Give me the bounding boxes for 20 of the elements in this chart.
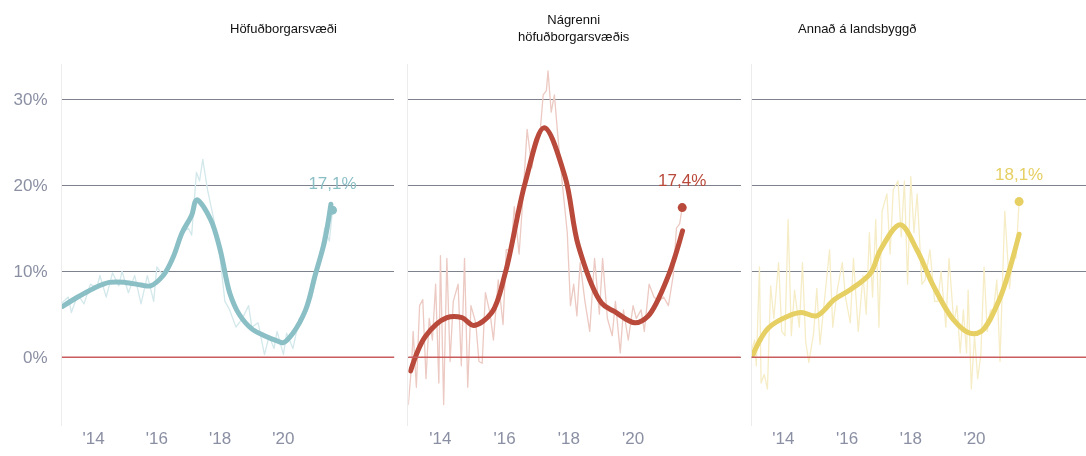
chart-title: Nágrenni höfuðborgarsvæðis bbox=[518, 12, 630, 44]
x-tick-label: '14 bbox=[82, 429, 105, 448]
x-tick-label: '18 bbox=[557, 429, 580, 448]
x-tick-label: '18 bbox=[209, 429, 232, 448]
y-tick-label: 10% bbox=[13, 262, 48, 282]
x-tick-label: '16 bbox=[836, 429, 859, 448]
chart-title: Höfuðborgarsvæði bbox=[230, 21, 338, 36]
y-tick-label: 30% bbox=[13, 90, 48, 110]
x-tick-label: '18 bbox=[899, 429, 922, 448]
chart-title: Annað á landsbyggð bbox=[798, 21, 917, 36]
x-tick-label: '20 bbox=[272, 429, 295, 448]
x-tick-label: '16 bbox=[493, 429, 516, 448]
annotation: 18,1% bbox=[995, 165, 1044, 185]
x-tick-label: '14 bbox=[772, 429, 795, 448]
x-tick-label: '20 bbox=[963, 429, 986, 448]
y-tick-label: 0% bbox=[22, 348, 48, 368]
x-tick-label: '14 bbox=[429, 429, 452, 448]
y-tick-label: 20% bbox=[13, 176, 48, 196]
x-tick-label: '16 bbox=[145, 429, 168, 448]
x-tick-label: '20 bbox=[622, 429, 645, 448]
